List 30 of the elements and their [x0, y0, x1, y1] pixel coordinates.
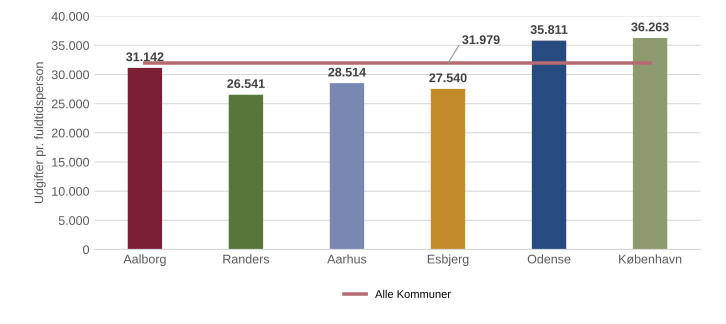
- data-label: 31.142: [126, 52, 164, 62]
- x-tick-label: Randers: [223, 254, 270, 264]
- data-label: 35.811: [530, 25, 568, 34]
- y-tick-label: 30.000: [52, 70, 90, 80]
- data-label: 31.979: [462, 35, 500, 44]
- bar: [532, 40, 566, 250]
- x-tick-label: Esbjerg: [428, 254, 468, 266]
- bar: [430, 88, 466, 250]
- y-tick-label: 10.000: [52, 186, 90, 196]
- x-tick-label: København: [619, 254, 682, 264]
- y-tick-label: 0: [83, 245, 90, 254]
- x-tick-label: Aalborg: [123, 254, 166, 266]
- y-tick-label: 5.000: [58, 216, 90, 225]
- x-tick-label: Aarhus: [327, 254, 366, 264]
- y-tick-label: 25.000: [52, 99, 90, 108]
- data-label: 36.263: [631, 22, 669, 32]
- y-tick-label: 40.000: [52, 12, 90, 21]
- bar: [128, 68, 162, 250]
- y-tick-label: 35.000: [52, 41, 90, 50]
- bar: [228, 94, 264, 250]
- data-label: 26.541: [227, 79, 265, 88]
- bar: [632, 38, 668, 250]
- legend-label: Alle Kommuner: [375, 290, 451, 298]
- y-tick-label: 20.000: [52, 128, 90, 138]
- y-axis-title: Udgifter pr. fuldtidsperson: [34, 62, 46, 204]
- y-tick-label: 15.000: [52, 158, 90, 167]
- data-label: 27.540: [429, 73, 467, 82]
- bar: [330, 83, 364, 250]
- x-tick-label: Odense: [528, 254, 570, 264]
- data-label: 28.514: [328, 68, 366, 77]
